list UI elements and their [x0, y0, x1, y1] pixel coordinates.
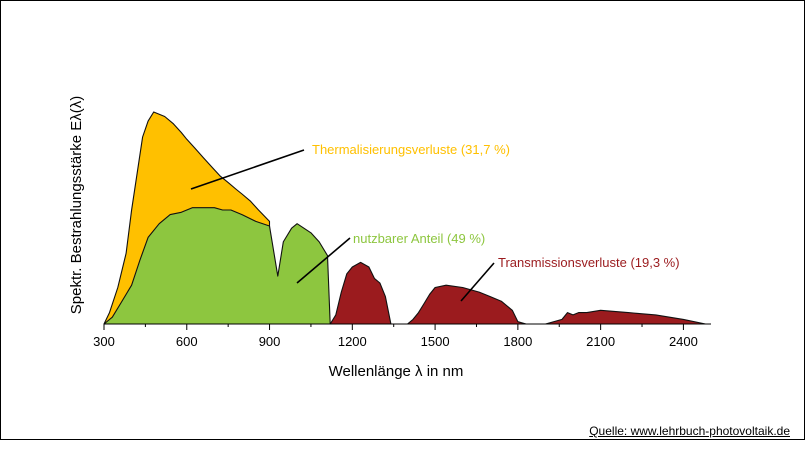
thermal-leader-line	[190, 149, 305, 190]
x-tick-label-600: 600	[176, 334, 198, 349]
usable-leader-line	[296, 237, 351, 284]
source-link[interactable]: Quelle: www.lehrbuch-photovoltaik.de	[589, 424, 790, 438]
annotation-usable: nutzbarer Anteil (49 %)	[353, 231, 485, 246]
x-tick-label-900: 900	[259, 334, 281, 349]
annotation-transmission: Transmissionsverluste (19,3 %)	[498, 255, 680, 270]
x-tick-label-2100: 2100	[586, 334, 615, 349]
transmission-leader-line	[460, 262, 495, 302]
y-axis-title: Spektr. Bestrahlungsstärke Eλ(λ)	[68, 96, 85, 314]
series-area-3	[329, 261, 707, 325]
x-tick-label-1200: 1200	[338, 334, 367, 349]
series-layer	[103, 111, 707, 325]
annotation-thermal: Thermalisierungsverluste (31,7 %)	[312, 142, 510, 157]
annotation-layer: Thermalisierungsverluste (31,7 %) nutzba…	[190, 142, 680, 302]
chart-frame: 300 600 900 1200 1500 1800 2100 2400 Thermalisi…	[0, 0, 805, 440]
x-axis-title: Wellenlänge λ in nm	[329, 363, 464, 380]
x-tick-label-1500: 1500	[421, 334, 450, 349]
x-tick-label-1800: 1800	[503, 334, 532, 349]
tick-layer: 300 600 900 1200 1500 1800 2100 2400	[93, 324, 698, 349]
x-tick-label-2400: 2400	[669, 334, 698, 349]
series-area-2	[103, 207, 331, 325]
x-tick-label-300: 300	[93, 334, 115, 349]
